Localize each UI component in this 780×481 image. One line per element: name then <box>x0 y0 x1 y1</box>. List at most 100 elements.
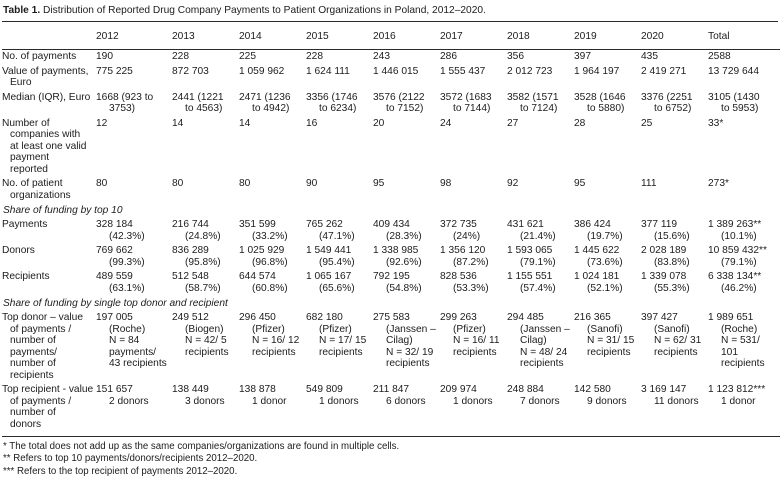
table-cell: 1 065 167 (65.6%) <box>306 271 355 294</box>
row-top-donor: Top donor – value of payments / number o… <box>2 311 780 383</box>
column-header-2018: 2018 <box>507 22 574 50</box>
row-label: Median (IQR), Euro <box>2 91 91 103</box>
table-cell: 98 <box>440 178 452 189</box>
table-cell: 299 263 (Pfizer) N = 16/ 11 recipients <box>440 312 500 358</box>
table-cell: 248 884 7 donors <box>507 382 574 437</box>
table-cell: 386 424 (19.7%) <box>574 219 623 242</box>
table-cell: 397 427 (Sanofi) N = 62/ 31 recipients <box>641 312 702 358</box>
table-cell: 1 549 441 (95.4%) <box>306 245 355 268</box>
row-median-iqr: Median (IQR), Euro 1668 (923 to 3753) 24… <box>2 90 780 116</box>
table-cell: 1 123 812*** 1 donor <box>708 382 780 437</box>
table-cell: 216 744 (24.8%) <box>172 219 221 242</box>
table-cell: 1 339 078 (55.3%) <box>641 271 690 294</box>
footnote-double-asterisk: ** Refers to top 10 payments/donors/reci… <box>3 453 258 465</box>
table-cell: 24 <box>440 117 452 129</box>
table-cell: 3376 (2251 to 6752) <box>641 91 693 115</box>
table-cell: 20 <box>373 117 385 129</box>
table-cell: 12 <box>96 117 108 129</box>
table-cell: 644 574 (60.8%) <box>239 271 288 294</box>
table-cell: 1 989 651 (Roche) N = 531/ 101 recipient… <box>708 312 765 369</box>
table-cell: 3576 (2122 to 7152) <box>373 91 425 115</box>
table-cell: 228 <box>172 51 189 62</box>
header-row: 2012 2013 2014 2015 2016 2017 2018 2019 … <box>2 22 780 50</box>
table-cell: 836 289 (95.8%) <box>172 245 221 268</box>
table-cell: 25 <box>641 117 653 129</box>
table-cell: 2441 (1221 to 4563) <box>172 91 224 115</box>
footnote-asterisk: * The total does not add up as the same … <box>3 441 400 452</box>
row-label: Top donor – value of payments / number o… <box>2 312 83 381</box>
table-cell: 228 <box>306 51 323 62</box>
table-cell: 273* <box>708 178 729 189</box>
table-cell: 765 262 (47.1%) <box>306 219 355 242</box>
table-cell: 1 338 985 (92.6%) <box>373 245 422 268</box>
table-cell: 3582 (1571 to 7124) <box>507 91 559 115</box>
section-label: Share of funding by top 10 <box>3 205 123 216</box>
row-recipients-top10: Recipients 489 559 (63.1%) 512 548 (58.7… <box>2 270 780 296</box>
column-header-2016: 2016 <box>373 22 440 50</box>
table-cell: 197 005 (Roche) N = 84 payments/ 43 reci… <box>96 312 167 369</box>
footnotes: * The total does not add up as the same … <box>2 437 778 478</box>
row-label: Number of companies with at least one va… <box>2 117 87 175</box>
table-cell: 2588 <box>708 51 731 62</box>
footnote-triple-asterisk: *** Refers to the top recipient of payme… <box>3 465 238 477</box>
table-cell: 2 012 723 <box>507 65 553 77</box>
row-label: Recipients <box>2 271 50 282</box>
table-cell: 92 <box>507 178 519 189</box>
column-header-2015: 2015 <box>306 22 373 50</box>
table-cell: 1 155 551 (57.4%) <box>507 271 556 294</box>
table-cell: 209 974 1 donors <box>440 382 507 437</box>
table-cell: 431 621 (21.4%) <box>507 219 556 242</box>
table-cell: 409 434 (28.3%) <box>373 219 422 242</box>
table-cell: 769 662 (99.3%) <box>96 245 145 268</box>
row-payments-top10: Payments 328 184 (42.3%) 216 744 (24.8%)… <box>2 218 780 244</box>
column-header-2020: 2020 <box>641 22 708 50</box>
table-cell: 356 <box>507 51 524 62</box>
table-cell: 1 555 437 <box>440 65 486 77</box>
table-cell: 80 <box>172 178 184 189</box>
table-cell: 682 180 (Pfizer) N = 17/ 15 recipients <box>306 312 367 358</box>
table-cell: 1 025 929 (96.8%) <box>239 245 288 268</box>
table-cell: 3528 (1646 to 5880) <box>574 91 626 115</box>
table-cell: 33* <box>708 117 724 129</box>
table-cell: 6 338 134** (46.2%) <box>708 271 762 294</box>
table-cell: 211 847 6 donors <box>373 382 440 437</box>
table-cell: 275 583 (Janssen – Cilag) N = 32/ 19 rec… <box>373 312 436 369</box>
table-cell: 1 964 197 <box>574 65 620 77</box>
column-header-2019: 2019 <box>574 22 641 50</box>
table-cell: 1 445 622 (73.6%) <box>574 245 623 268</box>
table-cell: 138 449 3 donors <box>172 382 239 437</box>
row-top-recipient: Top recipient - value of payments / numb… <box>2 382 780 437</box>
column-header-total: Total <box>708 22 780 50</box>
table-cell: 80 <box>239 178 251 189</box>
table-cell: 90 <box>306 178 318 189</box>
row-no-of-patient-organizations: No. of patient organizations 80 80 80 90… <box>2 177 780 203</box>
table-title: Table 1. Distribution of Reported Drug C… <box>2 3 778 22</box>
table-cell: 151 657 2 donors <box>96 382 172 437</box>
table-cell: 2471 (1236 to 4942) <box>239 91 291 115</box>
table-cell: 372 735 (24%) <box>440 219 481 242</box>
table-cell: 28 <box>574 117 586 129</box>
section-label: Share of funding by single top donor and… <box>3 298 228 309</box>
table-cell: 1 059 962 <box>239 65 285 77</box>
table-cell: 294 485 (Janssen – Cilag) N = 48/ 24 rec… <box>507 312 570 369</box>
table-cell: 95 <box>574 178 586 189</box>
table-cell: 351 599 (33.2%) <box>239 219 288 242</box>
column-header-2017: 2017 <box>440 22 507 50</box>
table-cell: 792 195 (54.8%) <box>373 271 422 294</box>
table-cell: 3 169 147 11 donors <box>641 382 708 437</box>
table-cell: 14 <box>239 117 251 129</box>
table-cell: 872 703 <box>172 65 209 77</box>
table-cell: 14 <box>172 117 184 129</box>
column-header-empty <box>2 22 96 50</box>
table-cell: 328 184 (42.3%) <box>96 219 145 242</box>
section-row-single-top: Share of funding by single top donor and… <box>2 296 780 311</box>
table-cell: 1 446 015 <box>373 65 419 77</box>
table-cell: 216 365 (Sanofi) N = 31/ 15 recipients <box>574 312 635 358</box>
table-cell: 1 593 065 (79.1%) <box>507 245 556 268</box>
table-cell: 95 <box>373 178 385 189</box>
row-label: No. of patient organizations <box>2 178 71 201</box>
table-cell: 435 <box>641 51 658 62</box>
row-label: Donors <box>2 245 35 256</box>
table-cell: 397 <box>574 51 591 62</box>
